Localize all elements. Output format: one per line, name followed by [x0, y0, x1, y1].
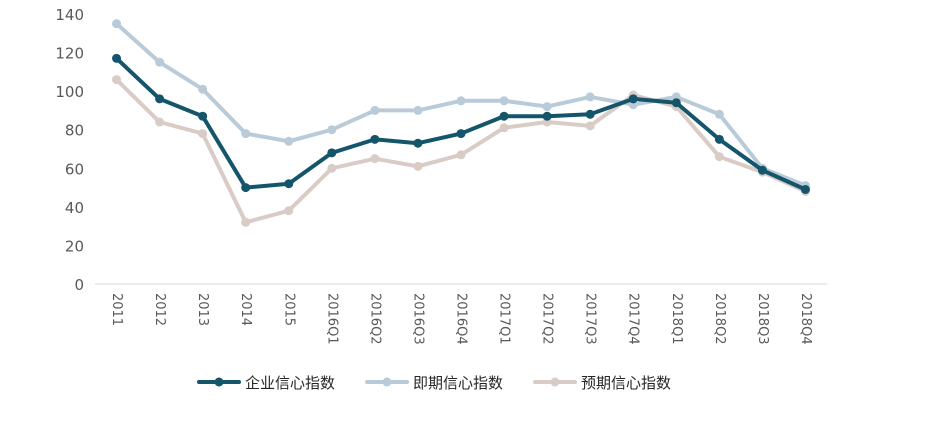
- x-tick-label: 2016Q3: [410, 293, 425, 345]
- data-point: [585, 109, 595, 119]
- data-point: [370, 105, 380, 115]
- data-point: [241, 129, 251, 139]
- data-point: [585, 121, 595, 131]
- x-tick-label: 2013: [195, 293, 210, 326]
- data-point: [241, 217, 251, 227]
- data-point: [112, 19, 122, 29]
- x-tick-label: 2017Q3: [583, 293, 598, 345]
- x-tick-label: 2016Q2: [367, 293, 382, 345]
- data-point: [800, 185, 810, 194]
- data-point: [499, 123, 509, 133]
- y-tick-label: 80: [65, 122, 84, 140]
- data-point: [413, 105, 423, 115]
- series-1: [112, 53, 810, 194]
- data-point: [327, 148, 337, 158]
- data-point: [413, 161, 423, 171]
- data-point: [628, 94, 638, 104]
- legend-item: 企业信心指数: [197, 374, 335, 392]
- data-point: [542, 111, 552, 121]
- data-point: [757, 165, 767, 175]
- x-tick-label: 2017Q4: [626, 293, 641, 345]
- data-point: [714, 134, 724, 144]
- series-2: [112, 19, 810, 191]
- data-point: [714, 109, 724, 119]
- data-point: [714, 152, 724, 162]
- x-tick-label: 2018Q3: [755, 293, 770, 345]
- data-point: [456, 150, 466, 160]
- data-point: [671, 98, 681, 108]
- data-point: [499, 96, 509, 106]
- data-point: [198, 129, 208, 139]
- x-tick-label: 2015: [281, 293, 296, 326]
- data-point: [327, 125, 337, 135]
- legend-label: 即期信心指数: [413, 374, 503, 392]
- data-point: [370, 154, 380, 164]
- x-tick-label: 2016Q4: [454, 293, 469, 345]
- legend-label: 预期信心指数: [581, 374, 671, 392]
- x-tick-label: 2018Q1: [669, 293, 684, 345]
- y-tick-label: 100: [55, 83, 84, 101]
- data-point: [198, 111, 208, 121]
- legend-item: 预期信心指数: [533, 374, 671, 392]
- data-point: [542, 102, 552, 112]
- data-point: [198, 84, 208, 94]
- legend-label: 企业信心指数: [245, 374, 335, 392]
- x-tick-label: 2018Q2: [712, 293, 727, 345]
- data-point: [155, 117, 165, 127]
- y-tick-label: 140: [55, 6, 84, 24]
- data-point: [284, 136, 294, 146]
- x-tick-label: 2017Q1: [497, 293, 512, 345]
- data-point: [585, 92, 595, 102]
- data-point: [112, 75, 122, 85]
- axis-layer: 0 20 40 60 80 100 120 140 2011 2012 2013 2014 2015 20…: [55, 6, 827, 345]
- data-point: [456, 129, 466, 139]
- data-point: [284, 206, 294, 216]
- x-tick-label: 2017Q2: [540, 293, 555, 345]
- y-tick-label: 20: [65, 237, 84, 255]
- x-tick-label: 2011: [109, 293, 124, 326]
- legend-swatch-marker: [382, 377, 392, 387]
- legend-swatch-marker: [214, 377, 224, 387]
- y-tick-label: 120: [55, 45, 84, 63]
- data-point: [155, 57, 165, 67]
- data-point: [155, 94, 165, 104]
- x-tick-label: 2016Q1: [324, 293, 339, 345]
- data-point: [456, 96, 466, 106]
- data-point: [370, 134, 380, 144]
- data-point: [284, 179, 294, 189]
- data-point: [241, 183, 251, 193]
- data-point: [499, 111, 509, 121]
- y-tick-label: 0: [74, 276, 84, 294]
- data-point: [327, 163, 337, 173]
- data-point: [112, 53, 122, 63]
- y-tick-label: 60: [65, 160, 84, 178]
- x-tick-label: 2018Q4: [798, 293, 813, 345]
- data-point: [413, 138, 423, 148]
- y-tick-label: 40: [65, 199, 84, 217]
- series-layer: [112, 19, 810, 227]
- legend-item: 即期信心指数: [365, 374, 503, 392]
- x-tick-label: 2014: [238, 293, 253, 326]
- legend: 企业信心指数 即期信心指数 预期信心指数: [197, 374, 671, 392]
- x-tick-label: 2012: [152, 293, 167, 326]
- legend-swatch-marker: [550, 377, 560, 387]
